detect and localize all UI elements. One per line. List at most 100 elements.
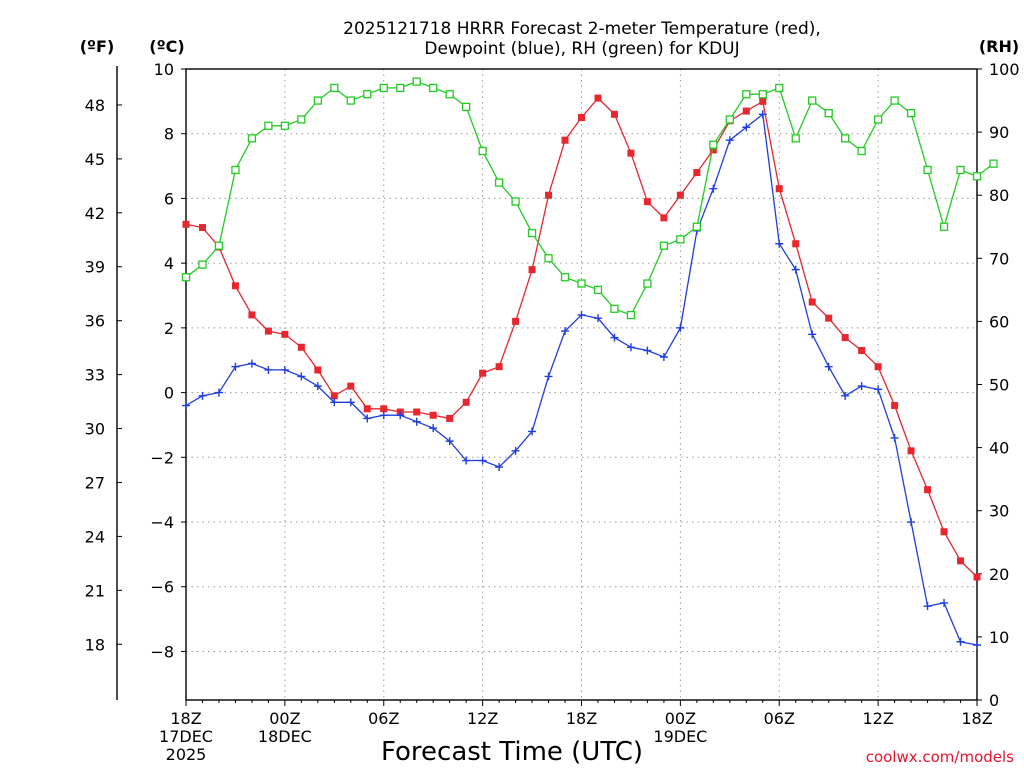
- dewpoint-point: [429, 424, 438, 433]
- fahrenheit-unit-label: (ºF): [80, 37, 115, 56]
- dewpoint-point: [709, 184, 718, 193]
- temperature-point: [775, 185, 783, 193]
- gridlines: [186, 69, 977, 700]
- rh-tick-label: 10: [989, 628, 1009, 647]
- rh-point: [593, 285, 603, 295]
- temperature-point: [429, 411, 437, 419]
- temperature-point: [742, 107, 750, 115]
- rh-tick-label: 20: [989, 565, 1009, 584]
- chart-title-line2: Dewpoint (blue), RH (green) for KDUJ: [424, 39, 739, 59]
- temperature-point: [545, 191, 553, 199]
- temperature-point: [891, 402, 899, 410]
- rh-point: [890, 96, 899, 105]
- celsius-tick-label: 4: [164, 254, 174, 273]
- series-temperature: [182, 94, 981, 581]
- temperature-point: [924, 486, 932, 494]
- fahrenheit-tick-label: 33: [85, 366, 105, 385]
- rh-point: [775, 83, 784, 93]
- temperature-point: [347, 382, 355, 390]
- rh-point: [214, 241, 224, 250]
- rh-tick-label: 40: [989, 439, 1009, 458]
- dewpoint-point: [495, 463, 504, 472]
- temperature-point: [594, 94, 602, 102]
- temperature-point: [578, 114, 585, 122]
- temperature-point: [874, 363, 882, 371]
- temperature-point: [610, 110, 618, 118]
- celsius-tick-label: −6: [150, 578, 174, 597]
- rh-point: [956, 165, 965, 175]
- rh-point: [808, 96, 817, 105]
- x-axis-label: Forecast Time (UTC): [381, 737, 643, 767]
- celsius-tick-label: −8: [150, 642, 174, 661]
- dewpoint-point: [676, 323, 685, 332]
- rh-point: [313, 96, 322, 105]
- rh-point: [363, 90, 372, 99]
- x-tick-label: 18DEC: [258, 727, 312, 746]
- rh-point: [626, 310, 636, 320]
- dewpoint-point: [808, 330, 817, 339]
- temperature-point: [330, 392, 338, 400]
- rh-point: [494, 178, 504, 187]
- rh-point: [791, 134, 800, 143]
- temperature-point: [248, 311, 256, 319]
- temperature-point: [198, 224, 206, 232]
- dewpoint-point: [758, 110, 767, 119]
- temperature-point: [231, 282, 239, 290]
- temperature-line: [185, 97, 978, 578]
- rh-point: [643, 279, 652, 288]
- temperature-point: [841, 334, 849, 342]
- temperature-point: [413, 408, 421, 416]
- celsius-unit-label: (ºC): [149, 37, 184, 56]
- series-rh: [181, 77, 998, 320]
- rh-point: [857, 146, 866, 156]
- rh-point: [511, 197, 520, 206]
- rh-point: [231, 165, 240, 175]
- temperature-point: [627, 149, 635, 157]
- dewpoint-point: [330, 398, 339, 407]
- x-tick-label: 06Z: [764, 709, 795, 728]
- dewpoint-point: [561, 327, 570, 336]
- dewpoint-point: [297, 372, 306, 381]
- dewpoint-point: [841, 391, 850, 400]
- rh-point: [396, 83, 405, 93]
- rh-tick-label: 100: [989, 60, 1020, 79]
- x-tick-label: 18Z: [961, 709, 992, 728]
- dewpoint-point: [412, 417, 421, 426]
- temperature-point: [512, 317, 520, 325]
- temperature-point: [825, 314, 833, 322]
- chart-title-line1: 2025121718 HRRR Forecast 2-meter Tempera…: [343, 19, 821, 39]
- rh-point: [280, 121, 290, 130]
- temperature-point: [462, 398, 470, 406]
- temperature-point: [380, 405, 388, 413]
- temperature-point: [479, 369, 487, 377]
- dewpoint-point: [247, 359, 256, 368]
- rh-point: [346, 96, 355, 105]
- rh-point: [560, 273, 570, 282]
- rh-point: [676, 235, 685, 244]
- dewpoint-point: [346, 398, 355, 407]
- fahrenheit-tick-label: 42: [85, 204, 105, 223]
- rh-tick-label: 80: [989, 186, 1009, 205]
- fahrenheit-tick-label: 21: [85, 581, 105, 600]
- dewpoint-point: [577, 310, 586, 319]
- x-tick-label: 19DEC: [653, 727, 707, 746]
- rh-point: [181, 273, 191, 282]
- rh-point: [659, 241, 669, 250]
- celsius-tick-label: 2: [164, 319, 174, 338]
- series-dewpoint: [182, 110, 981, 649]
- dewpoint-point: [313, 382, 322, 391]
- dewpoint-point: [725, 136, 734, 145]
- celsius-tick-label: 10: [154, 60, 174, 79]
- celsius-tick-label: −4: [150, 513, 174, 532]
- rh-point: [906, 109, 916, 118]
- celsius-tick-label: 0: [164, 384, 174, 403]
- rh-tick-label: 30: [989, 502, 1009, 521]
- temperature-point: [693, 169, 701, 177]
- rh-point: [527, 228, 537, 238]
- x-tick-label: 17DEC: [159, 727, 213, 746]
- rh-point: [198, 260, 207, 269]
- rh-point: [939, 222, 949, 231]
- temperature-point: [281, 330, 289, 338]
- dewpoint-point: [610, 333, 619, 342]
